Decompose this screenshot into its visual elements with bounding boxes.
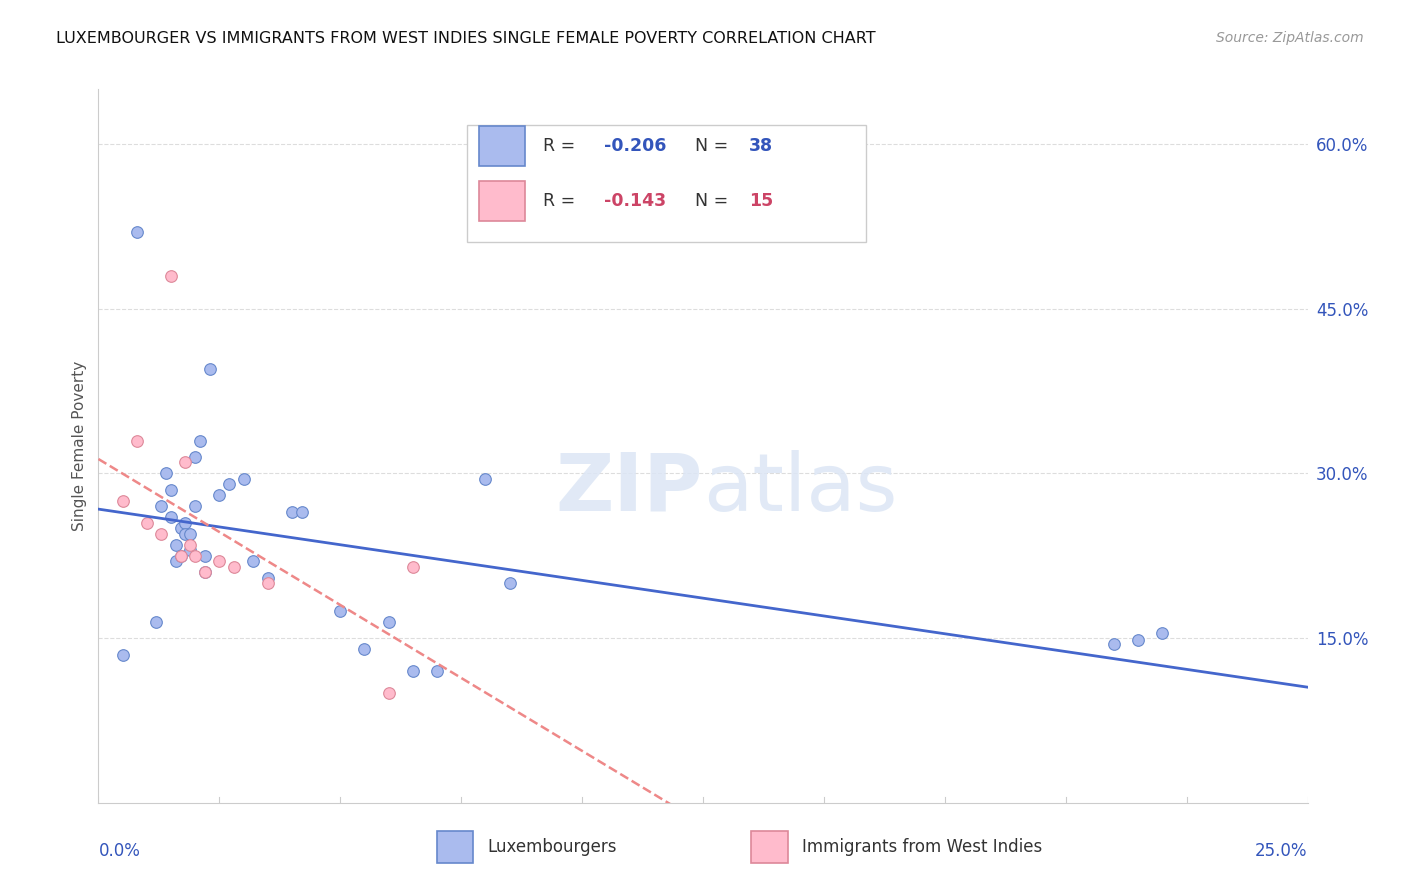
- Y-axis label: Single Female Poverty: Single Female Poverty: [72, 361, 87, 531]
- Text: atlas: atlas: [703, 450, 897, 528]
- Point: [353, 642, 375, 657]
- Point: [165, 538, 187, 552]
- Point: [377, 686, 399, 700]
- Bar: [479, 127, 526, 166]
- Text: 0.0%: 0.0%: [98, 842, 141, 860]
- Text: LUXEMBOURGER VS IMMIGRANTS FROM WEST INDIES SINGLE FEMALE POVERTY CORRELATION CH: LUXEMBOURGER VS IMMIGRANTS FROM WEST IND…: [56, 31, 876, 46]
- Text: R =: R =: [543, 136, 581, 154]
- Point: [174, 516, 197, 530]
- Point: [290, 505, 312, 519]
- Point: [174, 455, 197, 469]
- Point: [169, 549, 191, 563]
- Point: [160, 483, 183, 497]
- Point: [242, 554, 264, 568]
- Text: Luxembourgers: Luxembourgers: [488, 838, 617, 856]
- Point: [402, 559, 425, 574]
- Point: [160, 510, 183, 524]
- Point: [426, 664, 449, 678]
- Point: [145, 615, 167, 629]
- Bar: [437, 831, 474, 863]
- Point: [1102, 637, 1125, 651]
- Point: [165, 554, 187, 568]
- Point: [111, 494, 134, 508]
- Point: [160, 268, 183, 283]
- Point: [184, 450, 207, 464]
- Point: [402, 664, 425, 678]
- Point: [474, 472, 496, 486]
- Point: [208, 554, 231, 568]
- Point: [256, 576, 278, 591]
- Point: [498, 576, 520, 591]
- Point: [208, 488, 231, 502]
- Point: [127, 225, 149, 239]
- Text: Immigrants from West Indies: Immigrants from West Indies: [803, 838, 1042, 856]
- Text: N =: N =: [695, 193, 734, 211]
- Point: [1152, 625, 1174, 640]
- Point: [179, 543, 201, 558]
- Point: [155, 467, 177, 481]
- Bar: [751, 831, 787, 863]
- Bar: [467, 125, 866, 242]
- Point: [377, 615, 399, 629]
- Text: R =: R =: [543, 193, 581, 211]
- Point: [184, 549, 207, 563]
- Point: [184, 500, 207, 514]
- Point: [198, 362, 221, 376]
- Text: -0.143: -0.143: [603, 193, 666, 211]
- Point: [1128, 633, 1150, 648]
- Point: [174, 526, 197, 541]
- Point: [256, 571, 278, 585]
- Point: [188, 434, 211, 448]
- Point: [169, 549, 191, 563]
- Point: [218, 477, 240, 491]
- Point: [179, 538, 201, 552]
- Text: 38: 38: [749, 136, 773, 154]
- Point: [135, 516, 157, 530]
- Point: [179, 526, 201, 541]
- Point: [281, 505, 304, 519]
- Point: [169, 521, 191, 535]
- Text: 25.0%: 25.0%: [1256, 842, 1308, 860]
- Point: [111, 648, 134, 662]
- Point: [194, 566, 217, 580]
- Point: [194, 549, 217, 563]
- Text: 15: 15: [749, 193, 773, 211]
- Point: [150, 526, 173, 541]
- Text: Source: ZipAtlas.com: Source: ZipAtlas.com: [1216, 31, 1364, 45]
- Text: ZIP: ZIP: [555, 450, 703, 528]
- Point: [150, 500, 173, 514]
- Bar: [479, 181, 526, 220]
- Point: [194, 566, 217, 580]
- Point: [127, 434, 149, 448]
- Text: -0.206: -0.206: [603, 136, 666, 154]
- Point: [329, 604, 352, 618]
- Point: [222, 559, 245, 574]
- Text: N =: N =: [695, 136, 734, 154]
- Point: [232, 472, 254, 486]
